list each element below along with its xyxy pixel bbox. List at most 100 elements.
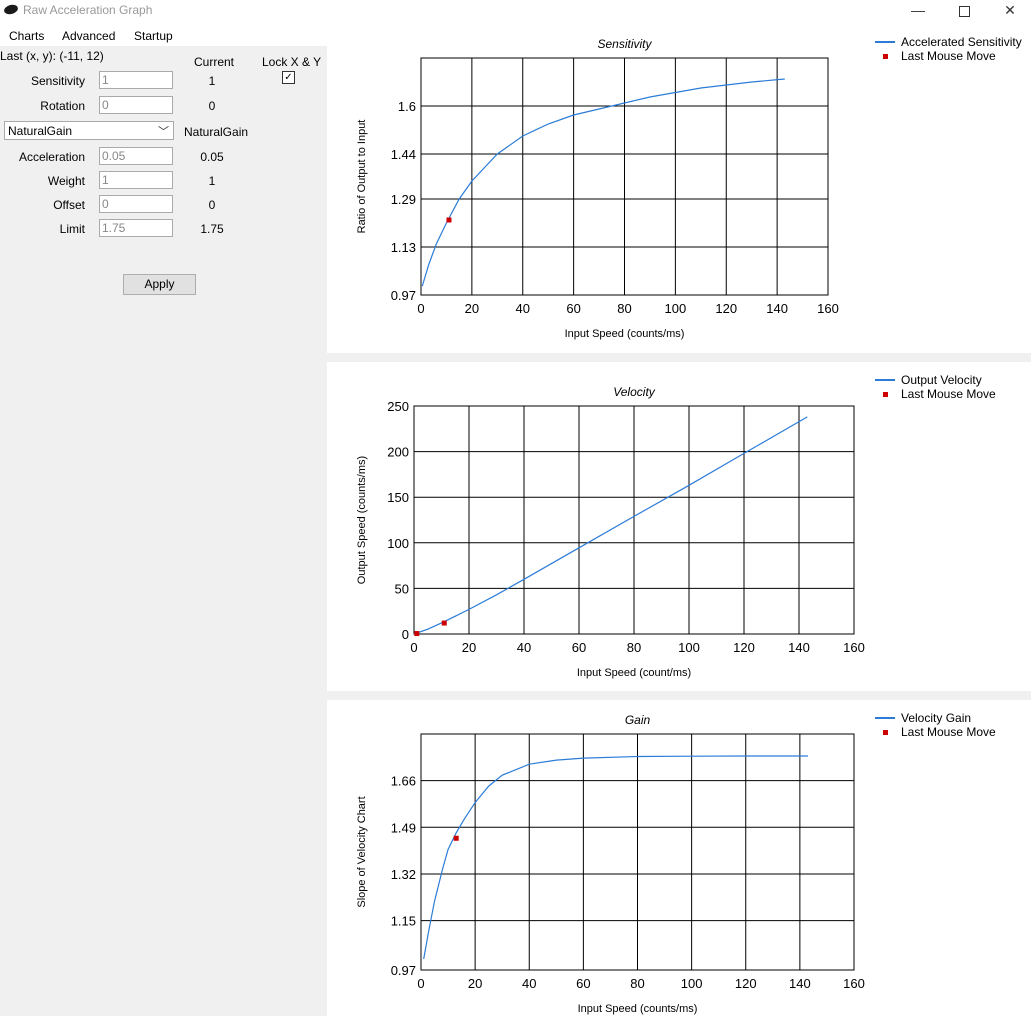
menu-charts[interactable]: Charts — [9, 29, 45, 43]
gain-legend-point-label: Last Mouse Move — [901, 725, 996, 739]
velocity-x-tick-label: 120 — [733, 640, 755, 655]
limit-input[interactable]: 1.75 — [99, 219, 173, 237]
sensitivity-x-tick-label: 60 — [566, 301, 580, 316]
limit-current: 1.75 — [200, 222, 224, 236]
velocity-y-tick-label: 250 — [387, 399, 409, 414]
sensitivity-x-tick-label: 160 — [817, 301, 839, 316]
velocity-y-tick-label: 50 — [395, 581, 409, 596]
rotation-current: 0 — [208, 99, 216, 113]
acceleration-input[interactable]: 0.05 — [99, 147, 173, 165]
menu-advanced[interactable]: Advanced — [62, 29, 116, 43]
sensitivity-legend-curve-label: Accelerated Sensitivity — [901, 35, 1022, 49]
sensitivity-legend-point-label: Last Mouse Move — [901, 49, 996, 63]
velocity-plot-frame — [413, 405, 855, 635]
sensitivity-curve-line — [421, 78, 785, 287]
rotation-label: Rotation — [40, 99, 85, 113]
gain-legend-curve-label: Velocity Gain — [901, 711, 971, 725]
lock-xy-label: Lock X & Y — [262, 55, 322, 69]
acceleration-current: 0.05 — [200, 150, 224, 164]
sensitivity-chart-title: Sensitivity — [597, 37, 652, 51]
lock-xy-checkbox[interactable]: ✓ — [282, 71, 295, 84]
gain-chart-title: Gain — [625, 713, 651, 727]
title-bar: Raw Acceleration Graph — ✕ — [0, 0, 1031, 24]
menu-bar: Charts Advanced Startup — [0, 24, 327, 46]
velocity-x-axis-label: Input Speed (count/ms) — [577, 667, 691, 679]
weight-label: Weight — [47, 174, 85, 188]
settings-panel: Charts Advanced Startup Last (x, y): (-1… — [0, 24, 327, 1016]
accel-mode-value: NaturalGain — [8, 124, 73, 138]
sensitivity-x-tick-label: 80 — [617, 301, 631, 316]
sensitivity-y-axis-label: Ratio of Output to Input — [356, 120, 368, 234]
sensitivity-x-tick-label: 40 — [516, 301, 530, 316]
velocity-curve-line — [413, 416, 808, 635]
window-title: Raw Acceleration Graph — [23, 3, 153, 17]
minimize-button[interactable]: — — [911, 2, 925, 18]
sensitivity-x-tick-label: 100 — [665, 301, 687, 316]
gain-x-tick-label: 40 — [522, 976, 536, 991]
sensitivity-label: Sensitivity — [30, 74, 85, 88]
gain-y-tick-label: 1.32 — [391, 867, 416, 882]
velocity-x-tick-label: 60 — [572, 640, 586, 655]
velocity-y-tick-label: 150 — [387, 490, 409, 505]
sensitivity-y-tick-label: 1.44 — [391, 147, 416, 162]
gain-y-axis-label: Slope of Velocity Chart — [356, 796, 368, 907]
gain-curve-line — [423, 755, 808, 960]
offset-label: Offset — [53, 198, 85, 212]
sensitivity-y-tick-label: 1.13 — [391, 240, 416, 255]
velocity-x-tick-label: 160 — [843, 640, 865, 655]
chart-separator — [327, 353, 1031, 362]
current-header: Current — [194, 55, 235, 69]
sensitivity-last-move-point — [446, 217, 452, 223]
chart-separator — [327, 691, 1031, 700]
gain-x-tick-label: 80 — [630, 976, 644, 991]
sensitivity-x-tick-label: 0 — [417, 301, 424, 316]
velocity-x-tick-label: 80 — [627, 640, 641, 655]
sensitivity-x-tick-label: 120 — [715, 301, 737, 316]
velocity-legend-point-label: Last Mouse Move — [901, 387, 996, 401]
app-icon — [3, 3, 19, 16]
velocity-x-tick-label: 0 — [410, 640, 417, 655]
limit-label: Limit — [59, 222, 85, 236]
gain-y-tick-label: 1.49 — [391, 820, 416, 835]
gain-y-tick-label: 0.97 — [391, 963, 416, 978]
menu-startup[interactable]: Startup — [134, 29, 173, 43]
close-button[interactable]: ✕ — [1004, 2, 1016, 18]
sensitivity-y-tick-label: 0.97 — [391, 288, 416, 303]
gain-y-tick-label: 1.15 — [391, 914, 416, 929]
gain-y-tick-label: 1.66 — [391, 774, 416, 789]
maximize-button[interactable] — [941, 0, 987, 22]
velocity-y-tick-label: 0 — [402, 627, 409, 642]
rotation-input[interactable]: 0 — [99, 96, 173, 114]
gain-x-tick-label: 160 — [843, 976, 865, 991]
accel-mode-current: NaturalGain — [184, 125, 249, 139]
gain-legend-point-swatch — [883, 730, 888, 735]
offset-current: 0 — [208, 198, 216, 212]
sensitivity-input[interactable]: 1 — [99, 71, 173, 89]
velocity-x-tick-label: 20 — [462, 640, 476, 655]
offset-input[interactable]: 0 — [99, 195, 173, 213]
gain-plot-frame — [420, 733, 855, 971]
velocity-x-tick-label: 40 — [517, 640, 531, 655]
chevron-down-icon: ﹀ — [158, 126, 169, 138]
gain-chart-panel: 0 20 40 60 80 100 120 140 160 0.97 1.15 1.32 1.49 1.6… — [327, 700, 1031, 1016]
velocity-x-tick-label: 140 — [788, 640, 810, 655]
velocity-legend-curve-label: Output Velocity — [901, 373, 982, 387]
sensitivity-y-tick-label: 1.29 — [391, 192, 416, 207]
accel-mode-select[interactable]: NaturalGain ﹀ — [4, 121, 174, 140]
velocity-y-tick-label: 100 — [387, 536, 409, 551]
gain-chart: 0 20 40 60 80 100 120 140 160 0.97 1.15 1.32 1.49 1.6… — [356, 711, 996, 1015]
velocity-legend-point-swatch — [883, 392, 888, 397]
sensitivity-y-tick-label: 1.6 — [398, 99, 416, 114]
sensitivity-current: 1 — [208, 74, 216, 88]
sensitivity-x-axis-label: Input Speed (counts/ms) — [565, 328, 685, 340]
velocity-chart-panel: 0 20 40 60 80 100 120 140 160 0 50 100 150 200 250 Velo… — [327, 362, 1031, 691]
velocity-last-move-point — [441, 620, 447, 626]
weight-input[interactable]: 1 — [99, 171, 173, 189]
gain-last-move-point — [453, 835, 459, 841]
sensitivity-x-tick-label: 140 — [766, 301, 788, 316]
apply-button[interactable]: Apply — [123, 274, 196, 295]
weight-current: 1 — [208, 174, 216, 188]
velocity-y-tick-label: 200 — [387, 445, 409, 460]
gain-x-tick-label: 120 — [735, 976, 757, 991]
sensitivity-plot-frame — [420, 57, 829, 296]
